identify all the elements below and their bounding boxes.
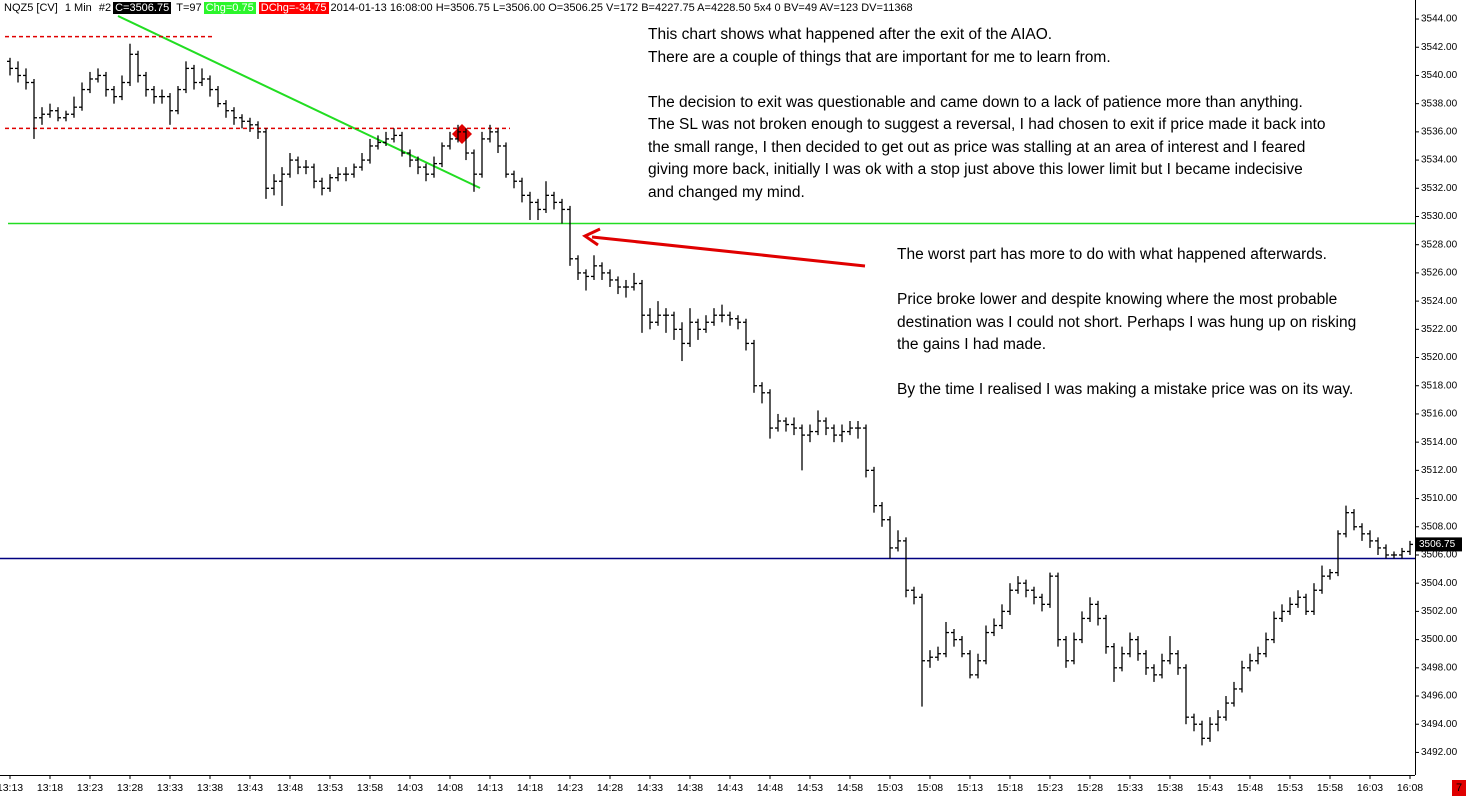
y-tick-label: 3520.00 (1421, 352, 1458, 363)
x-tick-label: 14:18 (517, 782, 543, 794)
last-price-label: 3506.75 (1419, 539, 1456, 550)
x-tick-label: 15:38 (1157, 782, 1183, 794)
note-line: and changed my mind. (648, 183, 805, 201)
x-tick-label: 13:33 (157, 782, 183, 794)
y-tick-label: 3508.00 (1421, 521, 1458, 532)
x-tick-label: 15:23 (1037, 782, 1063, 794)
x-tick-label: 13:48 (277, 782, 303, 794)
x-tick-label: 14:38 (677, 782, 703, 794)
y-tick-label: 3516.00 (1421, 409, 1458, 420)
y-tick-label: 3534.00 (1421, 155, 1458, 166)
x-tick-label: 14:43 (717, 782, 743, 794)
x-tick-label: 13:13 (0, 782, 23, 794)
y-tick-label: 3530.00 (1421, 211, 1458, 222)
note-line: Price broke lower and despite knowing wh… (897, 291, 1338, 308)
change-box: Chg=0.75 (203, 2, 256, 14)
x-tick-label: 14:13 (477, 782, 503, 794)
corner-badge: 7 (1456, 782, 1462, 794)
x-tick-label: 15:03 (877, 782, 903, 794)
x-tick-label: 14:58 (837, 782, 863, 794)
y-tick-label: 3544.00 (1421, 14, 1458, 25)
corner-badge-box (1452, 780, 1466, 796)
daily-change-box: DChg=-34.75 (258, 2, 329, 14)
y-tick-label: 3510.00 (1421, 493, 1458, 504)
y-tick-label: 3512.00 (1421, 465, 1458, 476)
chart-id: #2 (98, 2, 112, 14)
x-tick-label: 14:33 (637, 782, 663, 794)
x-tick-label: 14:08 (437, 782, 463, 794)
x-tick-label: 16:08 (1397, 782, 1423, 794)
y-tick-label: 3496.00 (1421, 691, 1458, 702)
x-tick-label: 13:38 (197, 782, 223, 794)
y-tick-label: 3538.00 (1421, 98, 1458, 109)
y-tick-label: 3500.00 (1421, 634, 1458, 645)
y-tick-label: 3518.00 (1421, 380, 1458, 391)
x-tick-label: 15:08 (917, 782, 943, 794)
arrow-head (581, 227, 601, 247)
x-tick-label: 13:53 (317, 782, 343, 794)
x-tick-label: 14:23 (557, 782, 583, 794)
y-tick-label: 3540.00 (1421, 70, 1458, 81)
x-tick-label: 13:58 (357, 782, 383, 794)
details: 2014-01-13 16:08:00 H=3506.75 L=3506.00 … (330, 2, 913, 14)
ticks: T=97 (176, 2, 202, 14)
marks: 3492.00 3494.00 3496.00 3498.00 3500.00 3502.… (0, 14, 1462, 794)
y-tick-label: 3526.00 (1421, 268, 1458, 279)
x-tick-label: 13:28 (117, 782, 143, 794)
x-tick-label: 13:18 (37, 782, 63, 794)
y-tick-label: 3524.00 (1421, 296, 1458, 307)
symbol: NQZ5 [CV] (4, 2, 58, 14)
x-tick-label: 15:48 (1237, 782, 1263, 794)
note-line: the gains I had made. (897, 336, 1047, 353)
y-tick-label: 3536.00 (1421, 127, 1458, 138)
note-line: The worst part has more to do with what … (897, 246, 1327, 263)
note-line: the small range, I then decided to get o… (648, 138, 1306, 156)
last-price-box (1416, 537, 1462, 552)
x-tick-label: 14:28 (597, 782, 623, 794)
x-tick-label: 15:53 (1277, 782, 1303, 794)
x-tick-label: 16:03 (1357, 782, 1383, 794)
y-tick-label: 3522.00 (1421, 324, 1458, 335)
y-tick-label: 3528.00 (1421, 239, 1458, 250)
header: NQZ5 [CV] 1 Min #2 C=3506.75 T=97 Chg=0.75… (2, 1, 915, 16)
arrow-shaft (591, 235, 866, 268)
note-line: By the time I realised I was making a mi… (897, 381, 1354, 398)
y-tick-label: 3502.00 (1421, 606, 1458, 617)
y-tick-label: 3542.00 (1421, 42, 1458, 53)
y-tick-label: 3494.00 (1421, 719, 1458, 730)
y-tick-label: 3532.00 (1421, 183, 1458, 194)
x-tick-label: 15:58 (1317, 782, 1343, 794)
note-line: This chart shows what happened after the… (648, 26, 1053, 43)
note-bottom: The worst part has more to do with what … (897, 244, 1356, 402)
close-box: C=3506.75 (113, 2, 172, 14)
x-tick-label: 15:13 (957, 782, 983, 794)
y-tick-label: 3504.00 (1421, 578, 1458, 589)
x-tick-label: 13:23 (77, 782, 103, 794)
note-line: The SL was not broken enough to suggest … (648, 116, 1326, 133)
y-tick-label: 3506.00 (1421, 550, 1458, 561)
note-line: giving more back, initially I was ok wit… (648, 161, 1303, 178)
x-tick-label: 15:18 (997, 782, 1023, 794)
x-tick-label: 13:43 (237, 782, 263, 794)
note-line: The decision to exit was questionable an… (648, 93, 1303, 111)
x-tick-label: 14:48 (757, 782, 783, 794)
interval: 1 Min (64, 2, 92, 14)
x-tick-label: 15:28 (1077, 782, 1103, 794)
x-tick-label: 15:43 (1197, 782, 1223, 794)
note-top: This chart shows what happened after the… (648, 24, 1326, 204)
note-line: destination was I could not short. Perha… (897, 313, 1357, 331)
note-line: There are a couple of things that are im… (648, 48, 1111, 66)
trend-line (117, 15, 481, 189)
x-tick-label: 14:03 (397, 782, 423, 794)
x-tick-label: 15:33 (1117, 782, 1143, 794)
y-tick-label: 3514.00 (1421, 437, 1458, 448)
y-tick-label: 3492.00 (1421, 747, 1458, 758)
x-tick-label: 14:53 (797, 782, 823, 794)
y-tick-label: 3498.00 (1421, 662, 1458, 673)
